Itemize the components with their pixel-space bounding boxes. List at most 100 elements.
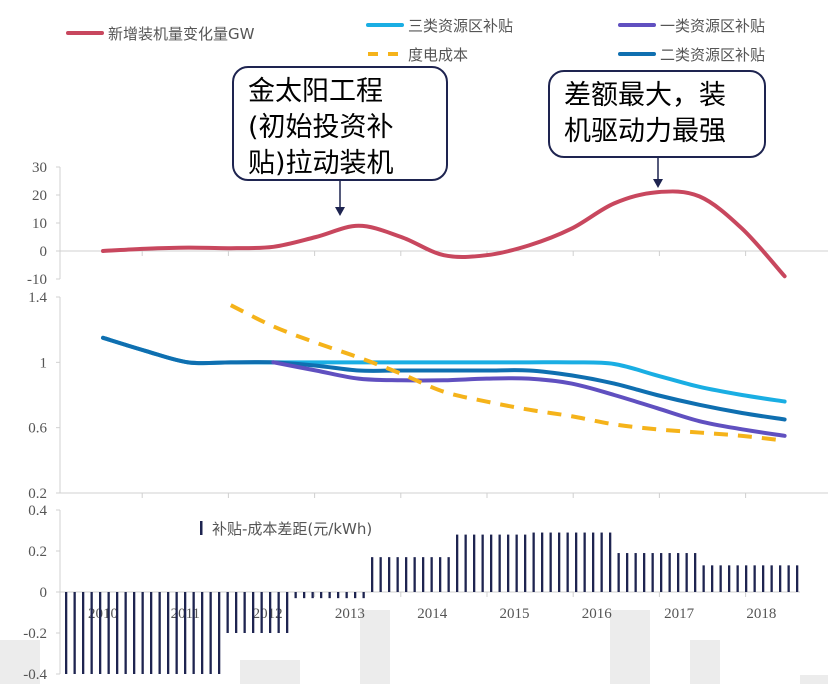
y-tick-label: 0.6 — [28, 421, 47, 437]
series-line — [101, 335, 787, 422]
bar — [685, 553, 688, 592]
bar — [558, 532, 561, 592]
bar — [796, 565, 799, 592]
bar — [320, 592, 323, 599]
bar — [702, 565, 705, 592]
bar — [532, 532, 535, 592]
bar — [634, 553, 637, 592]
bar — [600, 532, 603, 592]
bar — [226, 592, 229, 633]
bar — [439, 557, 442, 592]
bar — [575, 532, 578, 592]
bar — [141, 592, 144, 674]
bar — [677, 553, 680, 592]
callout-line: 金太阳工程 — [248, 76, 383, 107]
bar — [507, 534, 510, 592]
bar — [158, 592, 161, 674]
bar — [82, 592, 85, 674]
y-tick-label: 0 — [40, 585, 48, 601]
legend-label: 二类资源区补贴 — [660, 46, 765, 64]
series-line — [101, 189, 787, 279]
y-tick-label: 0.2 — [28, 544, 47, 560]
y-tick-label: -10 — [27, 272, 47, 288]
bar — [541, 532, 544, 592]
bar — [609, 532, 612, 592]
bar — [405, 557, 408, 592]
bar — [116, 592, 119, 674]
series-line — [271, 360, 787, 438]
bar — [124, 592, 127, 674]
bar — [107, 592, 110, 674]
bar — [175, 592, 178, 674]
bar — [167, 592, 170, 674]
bar — [65, 592, 68, 674]
bar — [430, 557, 433, 592]
y-tick-label: 0.4 — [28, 503, 47, 519]
bar — [371, 557, 374, 592]
bar — [150, 592, 153, 674]
bar — [668, 553, 671, 592]
y-tick-label: -0.2 — [23, 626, 47, 642]
bar — [566, 532, 569, 592]
bar — [464, 534, 467, 592]
bar — [549, 532, 552, 592]
bar — [235, 592, 238, 633]
bar — [745, 565, 748, 592]
callout-golden-sun: 金太阳工程 (初始投资补 贴)拉动装机 — [232, 66, 448, 181]
background-silhouette — [0, 610, 828, 684]
y-tick-label: 30 — [32, 160, 47, 176]
arrow-head-icon — [335, 207, 345, 216]
y-tick-label: -0.4 — [23, 667, 47, 683]
bar — [762, 565, 765, 592]
bar — [651, 553, 654, 592]
bar — [736, 565, 739, 592]
bar — [345, 592, 348, 599]
bar — [201, 592, 204, 674]
y-tick-label: 0 — [40, 244, 48, 260]
x-tick-label: 2016 — [582, 606, 613, 622]
legend-label: 三类资源区补贴 — [408, 17, 513, 35]
bar — [286, 592, 289, 633]
bar — [243, 592, 246, 633]
callout-max-gap: 差额最大，装 机驱动力最强 — [548, 70, 766, 158]
bar — [779, 565, 782, 592]
series-line — [229, 303, 785, 443]
bar — [643, 553, 646, 592]
bar — [252, 592, 255, 633]
bar — [515, 534, 518, 592]
legend-label: 度电成本 — [408, 46, 468, 64]
y-tick-label: 1 — [40, 355, 48, 371]
bar — [481, 534, 484, 592]
x-tick-label: 2015 — [500, 606, 530, 622]
bar — [490, 534, 493, 592]
callout-line: 差额最大，装 — [564, 80, 726, 111]
x-tick-label: 2017 — [664, 606, 695, 622]
x-tick-label: 2018 — [746, 606, 776, 622]
line-series — [101, 189, 787, 443]
bar — [447, 557, 450, 592]
bar — [422, 557, 425, 592]
bar — [592, 532, 595, 592]
bar — [498, 534, 501, 592]
bar — [133, 592, 136, 674]
bar — [379, 557, 382, 592]
bar — [73, 592, 76, 674]
bar — [617, 553, 620, 592]
bar — [260, 592, 263, 633]
arrow-head-icon — [653, 179, 663, 188]
bar — [328, 592, 331, 599]
bar-series: 补贴-成本差距(元/kWh) — [65, 520, 799, 674]
x-tick-label: 2013 — [335, 606, 365, 622]
bar — [396, 557, 399, 592]
callout-line: (初始投资补 — [248, 112, 394, 143]
bar — [311, 592, 314, 599]
bar — [294, 592, 297, 599]
bar-legend-label: 补贴-成本差距(元/kWh) — [212, 520, 372, 538]
bar — [711, 565, 714, 592]
y-tick-label: 1.4 — [28, 290, 47, 306]
callout-line: 机驱动力最强 — [564, 116, 726, 147]
x-tick-label: 2010 — [88, 606, 118, 622]
bar — [524, 534, 527, 592]
